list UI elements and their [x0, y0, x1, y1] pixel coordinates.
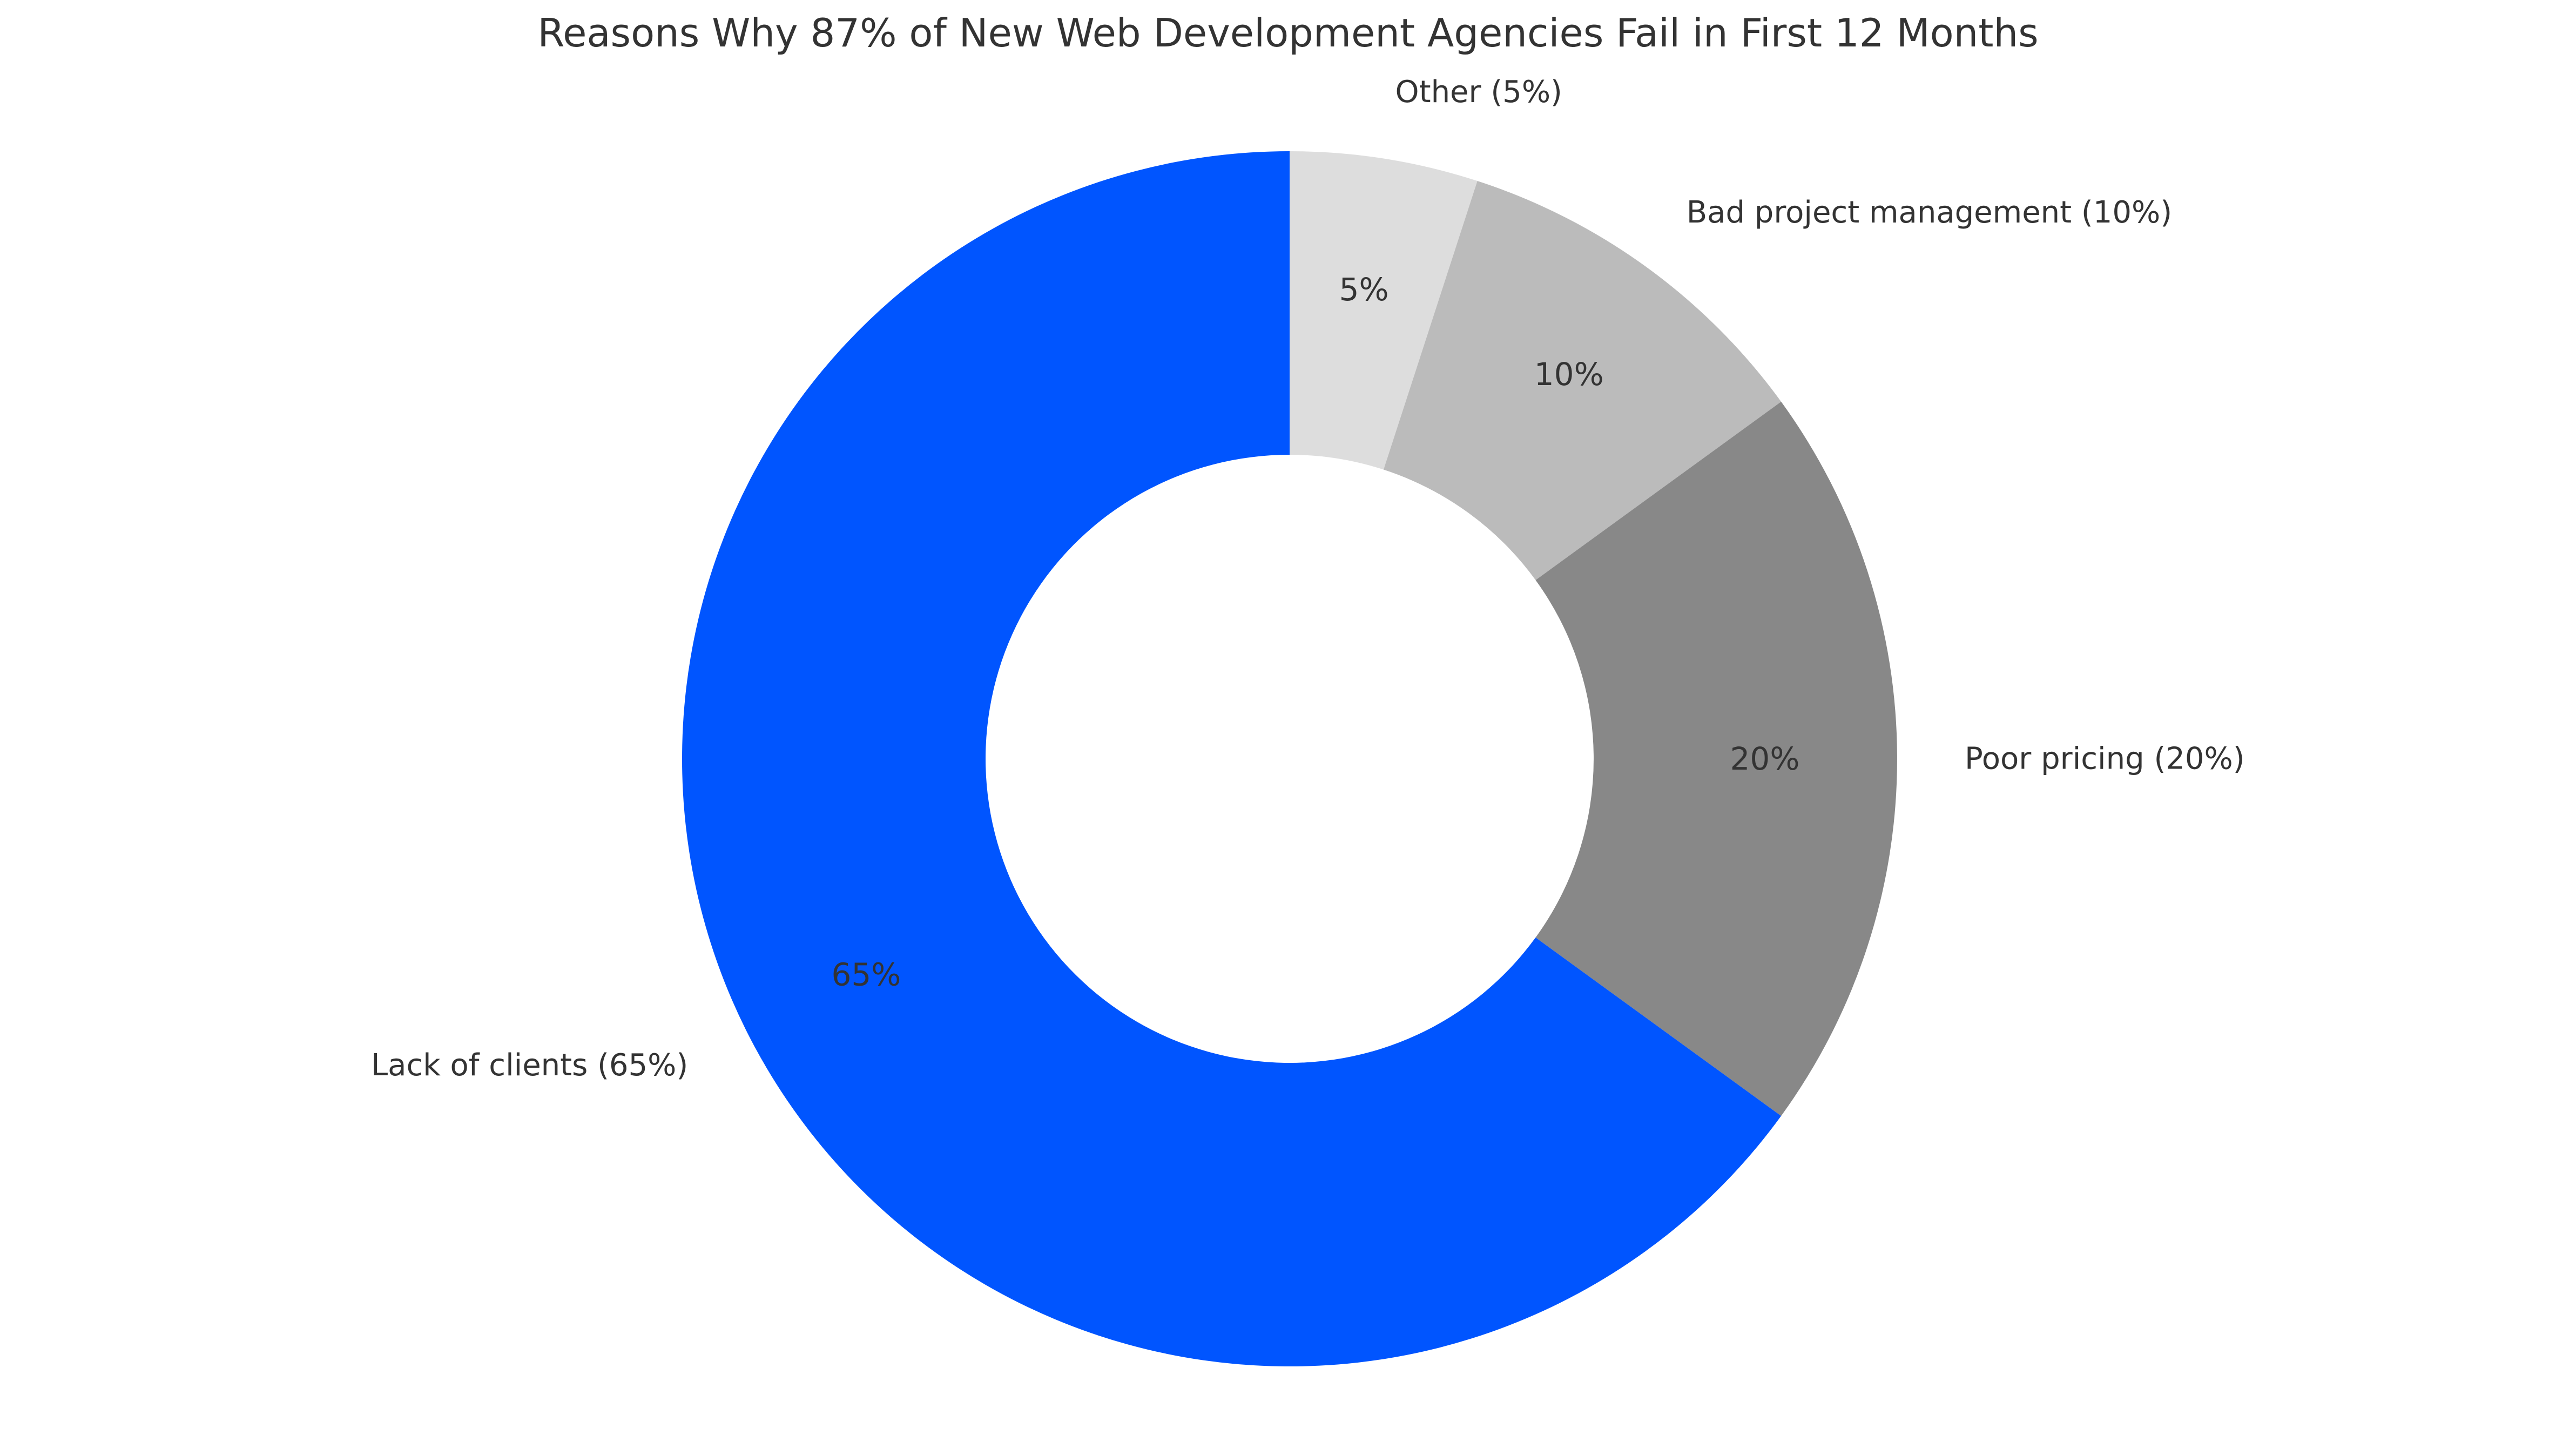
slice-labels: Other (5%) Bad project management (10%) Po… — [371, 75, 2245, 1083]
label-lack-of-clients: Lack of clients (65%) — [371, 1048, 688, 1083]
slice-other — [1290, 151, 1478, 470]
slice-poor-pricing — [1535, 401, 1897, 1116]
slice-bad-project-management — [1383, 181, 1782, 581]
pct-label-bad-project-management: 10% — [1534, 356, 1604, 393]
pct-label-other: 5% — [1339, 271, 1389, 308]
donut-slices — [682, 151, 1897, 1367]
label-bad-project-management: Bad project management (10%) — [1687, 195, 2172, 230]
pct-label-lack-of-clients: 65% — [831, 956, 901, 993]
pct-label-poor-pricing: 20% — [1730, 740, 1800, 777]
slice-lack-of-clients — [682, 151, 1782, 1367]
percentage-labels: 5% 10% 20% 65% — [831, 271, 1799, 993]
label-poor-pricing: Poor pricing (20%) — [1965, 742, 2245, 777]
label-other: Other (5%) — [1395, 75, 1562, 110]
chart-title: Reasons Why 87% of New Web Development A… — [537, 10, 2038, 56]
